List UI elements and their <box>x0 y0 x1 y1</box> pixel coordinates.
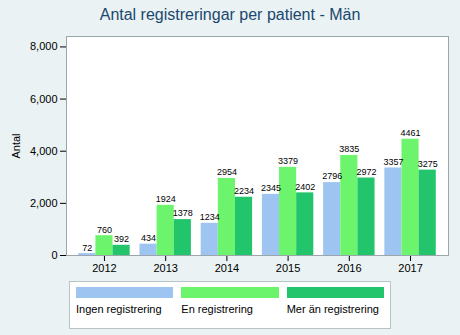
html-text:Antal registreringar per patie: Antal registreringar per patient - Män <box>99 6 361 23</box>
svg-text:Antal: Antal <box>10 133 22 158</box>
svg-text:4,000: 4,000 <box>30 145 58 157</box>
svg-text:3357: 3357 <box>383 157 403 167</box>
svg-text:2014: 2014 <box>215 262 239 274</box>
svg-text:392: 392 <box>114 234 129 244</box>
svg-text:2402: 2402 <box>295 182 315 192</box>
svg-text:2017: 2017 <box>398 262 422 274</box>
svg-text:8,000: 8,000 <box>30 40 58 52</box>
svg-text:1924: 1924 <box>156 194 176 204</box>
svg-text:2954: 2954 <box>217 167 237 177</box>
svg-text:3275: 3275 <box>418 159 438 169</box>
svg-text:72: 72 <box>82 243 92 253</box>
html-text:Mer än registrering: Mer än registrering <box>286 303 379 315</box>
html-text:Ingen registrering: Ingen registrering <box>76 303 162 315</box>
svg-text:6,000: 6,000 <box>30 93 58 105</box>
svg-text:2,000: 2,000 <box>30 197 58 209</box>
svg-text:3835: 3835 <box>339 144 359 154</box>
svg-text:760: 760 <box>97 225 112 235</box>
svg-text:2972: 2972 <box>356 167 376 177</box>
svg-text:2016: 2016 <box>337 262 361 274</box>
html-text:En registrering: En registrering <box>181 303 253 315</box>
svg-text:434: 434 <box>141 233 156 243</box>
svg-text:2234: 2234 <box>234 186 254 196</box>
svg-text:2796: 2796 <box>322 171 342 181</box>
svg-text:1378: 1378 <box>173 208 193 218</box>
svg-text:0: 0 <box>51 249 57 261</box>
svg-text:2345: 2345 <box>261 183 281 193</box>
svg-text:4461: 4461 <box>401 128 421 138</box>
svg-text:3379: 3379 <box>278 156 298 166</box>
svg-text:2015: 2015 <box>276 262 300 274</box>
svg-text:1234: 1234 <box>200 212 220 222</box>
svg-text:2013: 2013 <box>153 262 177 274</box>
svg-text:2012: 2012 <box>92 262 116 274</box>
